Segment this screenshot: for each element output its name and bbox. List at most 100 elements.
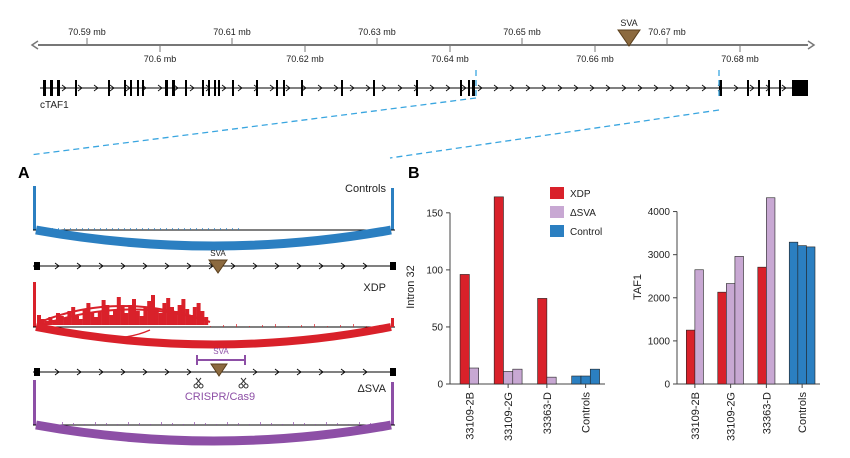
coverage-tick: [62, 422, 63, 425]
exon: [214, 80, 216, 96]
coverage-tick: [249, 326, 250, 327]
coverage-tick: [166, 228, 167, 230]
coverage-bar: [143, 307, 148, 325]
y-tick-label: 50: [432, 322, 444, 333]
coverage-tick: [190, 228, 191, 230]
coverage-tick: [194, 422, 195, 425]
zoom-lines: [29, 70, 720, 159]
coverage-tick: [381, 424, 382, 425]
bar: [512, 368, 523, 385]
y-tick-label: 100: [426, 265, 443, 276]
coverage-tick: [216, 424, 217, 425]
coverage-tick: [326, 422, 327, 425]
strand-arrow: [749, 84, 755, 92]
y-tick-label: 3000: [648, 250, 671, 261]
exon: [165, 80, 168, 96]
x-tick-label: 33109-2G: [726, 392, 738, 441]
coverage-tick: [359, 422, 360, 425]
taf1-chart: 0 1000 2000 3000 4000 TAF1 33109-2B 33109-2G 333…: [632, 197, 820, 441]
bar: [580, 375, 591, 385]
dsva-track: ΔSVA: [33, 380, 395, 446]
exon: [460, 80, 462, 96]
track-label-xdp: XDP: [363, 282, 386, 294]
coverage-tick: [178, 228, 179, 230]
strand-arrow: [362, 262, 368, 270]
panel-b-letter: B: [408, 165, 420, 182]
exon: [172, 80, 175, 96]
exon: [142, 80, 144, 96]
coverage-tick: [304, 423, 305, 425]
axis-tick-label: 70.65 mb: [503, 27, 541, 37]
strand-arrow: [186, 262, 192, 270]
y-tick-label: 4000: [648, 207, 671, 218]
strand-arrow: [54, 262, 60, 270]
coverage-tick: [262, 325, 263, 327]
axis-tick-label: 70.59 mb: [68, 27, 106, 37]
coverage-bar: [37, 315, 41, 325]
bar: [757, 266, 767, 385]
legend-label-control: Control: [570, 227, 602, 238]
sva-marker: SVA: [617, 18, 641, 47]
legend-swatch-xdp: [550, 187, 564, 199]
bar: [717, 291, 727, 385]
coverage-bar: [196, 303, 201, 325]
bar: [788, 241, 799, 385]
coverage-bar: [154, 309, 159, 325]
coverage-tick: [271, 423, 272, 425]
coverage-tick: [314, 324, 315, 327]
exon: [719, 80, 722, 96]
exon: [108, 80, 110, 96]
strand-arrow: [381, 84, 387, 92]
coverage-tick: [100, 228, 101, 230]
strand-arrow: [317, 84, 323, 92]
gene-model-ctaf1: [40, 80, 808, 96]
axis-tick-label: 70.64 mb: [431, 54, 469, 64]
coverage-tick: [210, 326, 211, 327]
legend-swatch-dsva: [550, 206, 564, 218]
strand-arrow: [76, 368, 82, 376]
coverage-tick: [112, 228, 113, 230]
strand-arrow: [493, 84, 499, 92]
bar: [766, 197, 776, 385]
coverage-tick: [88, 228, 89, 230]
strand-arrow: [340, 368, 346, 376]
strand-arrow: [61, 84, 67, 92]
strand-arrow: [252, 262, 258, 270]
strand-arrow: [413, 84, 419, 92]
coverage-tick: [124, 228, 125, 230]
y-tick-label: 2000: [648, 293, 671, 304]
strand-arrow: [362, 368, 368, 376]
coverage-bar: [90, 313, 95, 325]
exon: [232, 80, 234, 96]
strand-arrow: [701, 84, 707, 92]
track-label-dsva: ΔSVA: [357, 383, 386, 395]
coverage-tick: [214, 228, 215, 230]
strand-arrow: [445, 84, 451, 92]
coverage-tick: [150, 424, 151, 425]
axis-tick-label: 70.68 mb: [721, 54, 759, 64]
exon: [341, 80, 343, 96]
strand-arrow: [54, 368, 60, 376]
exon: [218, 80, 220, 96]
coverage-tick: [366, 326, 367, 327]
strand-arrow: [142, 262, 148, 270]
legend-label-dsva: ΔSVA: [570, 208, 596, 219]
strand-arrow: [318, 368, 324, 376]
coverage-bar: [162, 303, 167, 325]
coverage-bar: [78, 319, 83, 325]
coverage-bar: [97, 311, 102, 325]
strand-arrow: [98, 262, 104, 270]
coverage-tick: [288, 326, 289, 327]
legend-label-xdp: XDP: [570, 189, 591, 200]
strand-arrow: [365, 84, 371, 92]
coverage-tick: [40, 228, 41, 230]
strand-arrow: [653, 84, 659, 92]
coverage-tick: [142, 228, 143, 230]
coverage-bar: [132, 299, 136, 325]
strand-arrow: [349, 84, 355, 92]
x-tick-label: 33363-D: [761, 392, 773, 434]
coverage-tick: [249, 424, 250, 425]
coverage-tick: [95, 422, 96, 425]
coverage-tick: [70, 228, 71, 230]
coverage-tick: [84, 424, 85, 425]
